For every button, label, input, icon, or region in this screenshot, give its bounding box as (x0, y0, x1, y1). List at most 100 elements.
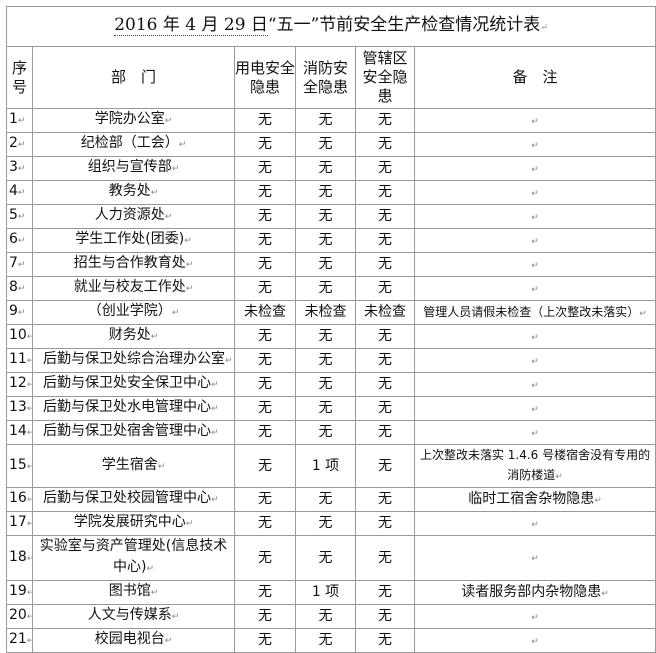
cell-fire: 无 (295, 204, 356, 229)
cell-dept: 校园电视台 (32, 628, 235, 653)
table-row: 15 学生宿舍 无 1 项 无 上次整改未落实 1.4.6 号楼宿舍没有专用的消防楼道 (6, 444, 656, 488)
cell-area: 无 (355, 487, 415, 512)
cell-no: 1 (6, 108, 33, 133)
cell-elec: 无 (234, 511, 296, 536)
no-text: 2 (9, 135, 18, 151)
cell-elec: 无 (234, 252, 296, 277)
cell-no: 9 (6, 300, 33, 325)
no-text: 1 (9, 111, 18, 127)
table-row: 7 招生与合作教育处 无 无 无 (6, 252, 656, 277)
cell-no: 21 (6, 628, 33, 653)
fire-text: 无 (318, 491, 333, 507)
dept-text: 招生与合作教育处 (73, 255, 186, 271)
cell-no: 2 (6, 132, 33, 157)
cell-dept: 人力资源处 (32, 204, 235, 229)
cell-note (413, 511, 656, 536)
cell-elec: 无 (234, 108, 296, 133)
cell-dept: 学院发展研究中心 (32, 511, 235, 536)
cell-area: 无 (355, 535, 415, 581)
cell-area: 未检查 (355, 300, 415, 325)
cell-dept: 学院办公室 (32, 108, 235, 133)
cell-dept: 就业与校友工作处 (32, 276, 235, 301)
cell-no: 4 (6, 180, 33, 205)
fire-text: 无 (318, 549, 333, 566)
cell-fire: 无 (295, 276, 356, 301)
cell-dept: 后勤与保卫处宿舍管理中心 (32, 420, 235, 445)
cell-area: 无 (355, 348, 415, 373)
cell-dept: 后勤与保卫处校园管理中心 (32, 487, 235, 512)
cell-fire: 无 (295, 487, 356, 512)
cell-note (413, 420, 656, 445)
note-text: 读者服务部内杂物隐患 (461, 583, 602, 600)
cell-area: 无 (355, 180, 415, 205)
elec-text: 无 (258, 256, 272, 272)
elec-text: 无 (258, 491, 272, 507)
cell-fire: 无 (295, 604, 356, 629)
cell-area: 无 (355, 604, 415, 629)
cell-note (413, 228, 656, 253)
cell-note: 读者服务部内杂物隐患 (413, 580, 656, 605)
cell-no: 19 (6, 580, 33, 605)
dept-text: 后勤与保卫处校园管理中心 (43, 490, 211, 506)
cell-fire: 无 (295, 228, 356, 253)
cell-elec: 无 (234, 487, 296, 512)
elec-text: 无 (258, 376, 272, 392)
cell-dept: 后勤与保卫处综合治理办公室 (32, 348, 235, 373)
cell-no: 16 (6, 487, 33, 512)
header-dept: 部 门 (32, 46, 235, 109)
no-text: 10 (9, 327, 27, 343)
table-row: 9 （创业学院） 未检查 未检查 未检查 管理人员请假未检查（上次整改未落实） (6, 300, 656, 325)
cell-elec: 无 (234, 228, 296, 253)
header-no: 序号 (6, 46, 33, 109)
safety-inspection-table: 2016 年 4 月 29 日“五一”节前安全生产检查情况统计表 序号 部 门 … (5, 6, 656, 653)
cell-note (413, 348, 656, 373)
dept-text: 后勤与保卫处安全保卫中心 (43, 375, 211, 391)
note-text: 上次整改未落实 1.4.6 号楼宿舍没有专用的消防楼道 (419, 448, 651, 482)
elec-text: 无 (258, 549, 272, 566)
no-text: 18 (9, 548, 27, 565)
cell-elec: 无 (234, 580, 296, 605)
fire-text: 1 项 (311, 457, 340, 474)
cell-elec: 无 (234, 604, 296, 629)
cell-area: 无 (355, 444, 415, 488)
elec-text: 无 (258, 328, 272, 344)
cell-fire: 无 (295, 511, 356, 536)
cell-note (413, 628, 656, 653)
cell-area: 无 (355, 132, 415, 157)
area-text: 无 (378, 491, 392, 507)
cell-fire: 无 (295, 252, 356, 277)
cell-dept: 实验室与资产管理处(信息技术中心) (32, 535, 235, 581)
no-text: 5 (9, 207, 18, 223)
dept-text: 财务处 (108, 327, 151, 343)
table-row: 5 人力资源处 无 无 无 (6, 204, 656, 229)
dept-text: 学生宿舍 (101, 456, 158, 473)
elec-text: 无 (258, 424, 272, 440)
dept-text: 人文与传媒系 (87, 607, 172, 623)
cell-area: 无 (355, 372, 415, 397)
cell-area: 无 (355, 228, 415, 253)
fire-text: 无 (318, 608, 333, 624)
cell-dept: 学生宿舍 (32, 444, 235, 488)
no-text: 3 (9, 159, 18, 175)
fire-text: 无 (318, 256, 333, 272)
cell-note (413, 324, 656, 349)
table-row: 19 图书馆 无 1 项 无 读者服务部内杂物隐患 (6, 580, 656, 605)
cell-elec: 无 (234, 156, 296, 181)
cell-dept: （创业学院） (32, 300, 235, 325)
cell-dept: 人文与传媒系 (32, 604, 235, 629)
fire-text: 无 (318, 400, 333, 416)
cell-elec: 无 (234, 132, 296, 157)
no-text: 4 (9, 183, 18, 199)
cell-area: 无 (355, 108, 415, 133)
cell-area: 无 (355, 580, 415, 605)
cell-elec: 无 (234, 276, 296, 301)
cell-no: 18 (6, 535, 33, 581)
cell-no: 17 (6, 511, 33, 536)
cell-elec: 无 (234, 628, 296, 653)
cell-fire: 无 (295, 108, 356, 133)
dept-text: 校园电视台 (94, 631, 165, 647)
cell-elec: 无 (234, 348, 296, 373)
table-row: 11 后勤与保卫处综合治理办公室 无 无 无 (6, 348, 656, 373)
header-area: 管辖区安全隐患 (355, 46, 415, 109)
elec-text: 无 (258, 457, 272, 474)
